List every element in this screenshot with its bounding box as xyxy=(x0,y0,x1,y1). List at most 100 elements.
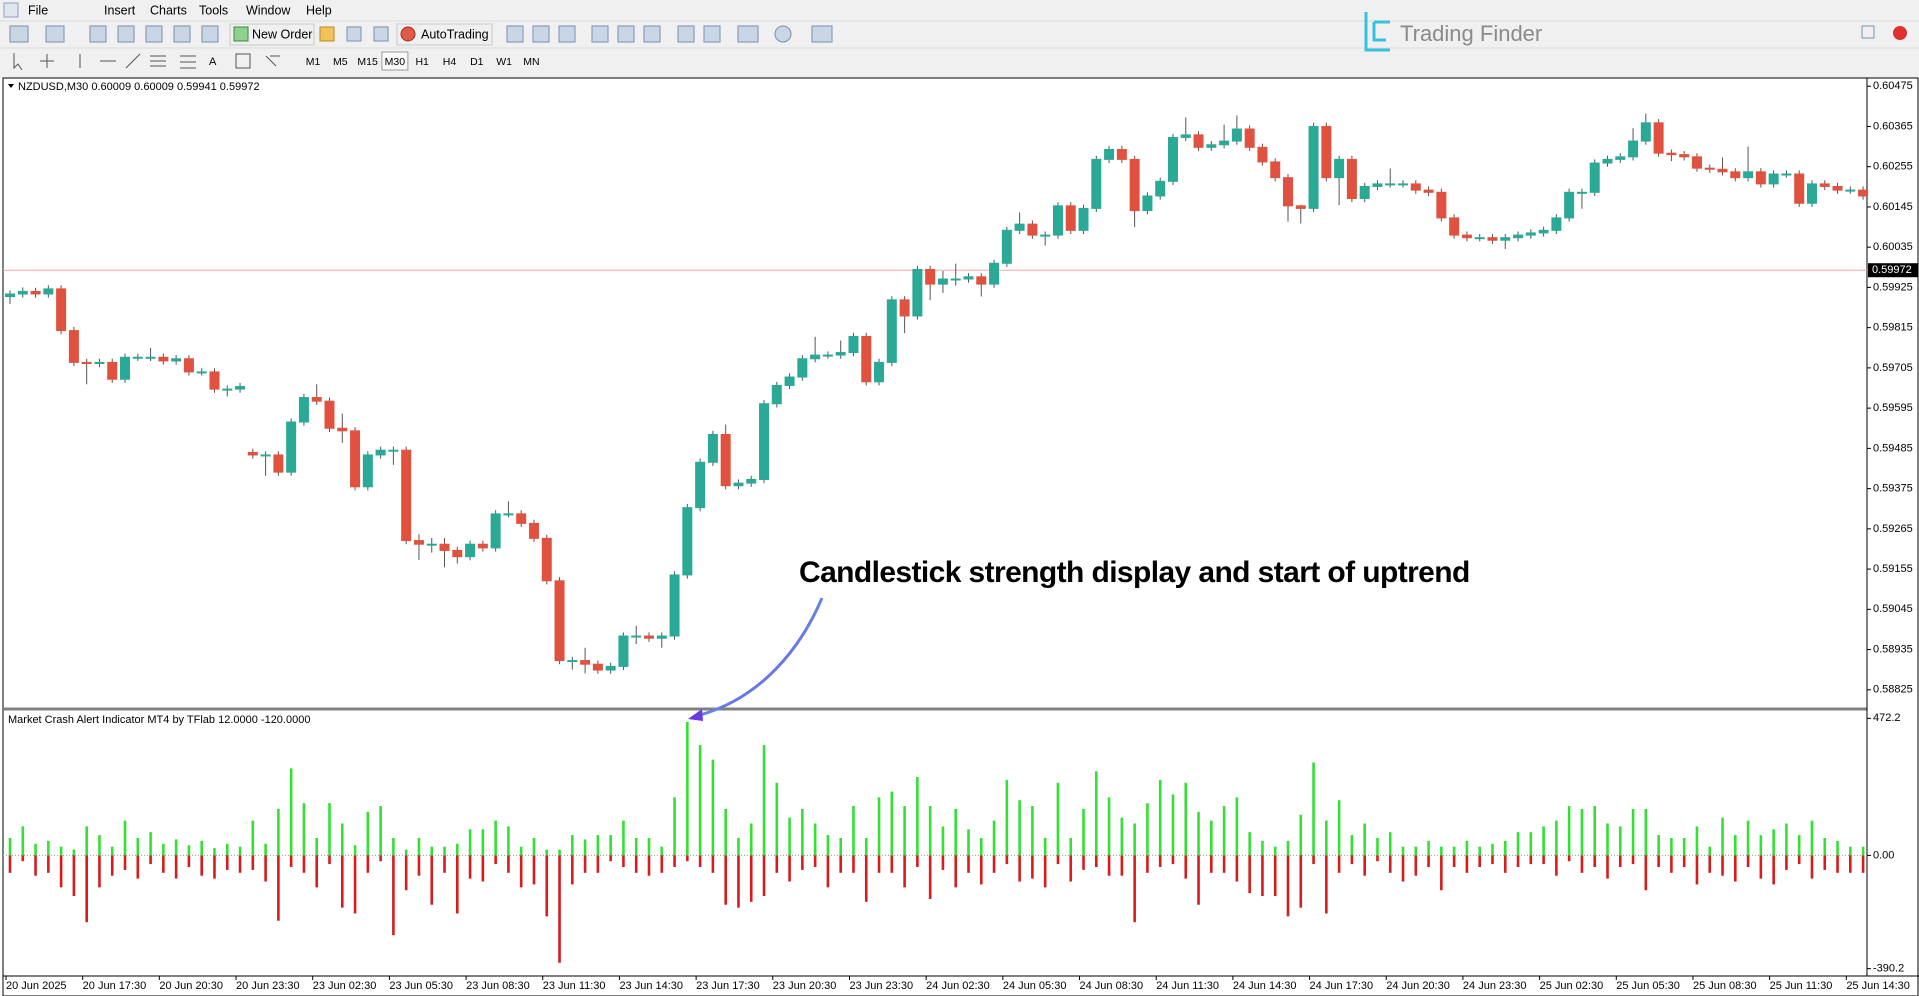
toolbar-icon[interactable] xyxy=(9,25,29,43)
histogram-bar xyxy=(162,855,165,873)
text-tool[interactable]: A xyxy=(209,56,217,68)
timeframe-button[interactable]: M30 xyxy=(385,56,406,68)
toolbar-icon[interactable] xyxy=(506,25,524,43)
menu-item[interactable]: Insert xyxy=(104,3,136,17)
toolbar-icon[interactable] xyxy=(591,25,609,43)
histogram-bar xyxy=(1363,855,1366,876)
menu-item[interactable]: Tools xyxy=(199,3,228,17)
toolbar-icon[interactable] xyxy=(89,25,107,43)
candle-body xyxy=(912,268,923,317)
app-icon xyxy=(3,2,19,18)
candle-body xyxy=(1845,189,1856,192)
autotrading-button[interactable]: AutoTrading xyxy=(421,27,489,41)
histogram-bar xyxy=(1721,817,1724,856)
histogram-bar xyxy=(801,808,804,856)
y-tick-label: 0.59925 xyxy=(1873,281,1913,293)
toolbar-icon[interactable] xyxy=(617,25,635,43)
candle-body xyxy=(1129,158,1140,212)
timeframe-button[interactable]: H4 xyxy=(443,56,457,68)
histogram-bar xyxy=(852,806,855,856)
histogram-bar xyxy=(392,855,395,936)
toolbar-icon[interactable] xyxy=(173,25,191,43)
toolbar-icon[interactable] xyxy=(180,55,196,69)
histogram-bar xyxy=(47,855,50,873)
toolbar-icon[interactable] xyxy=(201,25,219,43)
candle-body xyxy=(273,454,284,473)
toolbar-icon[interactable] xyxy=(400,26,416,42)
toolbar-icon[interactable] xyxy=(373,26,389,42)
timeframe-button[interactable]: M5 xyxy=(333,56,348,68)
histogram-bar xyxy=(903,806,906,856)
toolbar-icon[interactable] xyxy=(346,26,362,42)
toolbar-icon[interactable] xyxy=(811,25,833,43)
timeframe-button[interactable]: D1 xyxy=(470,56,484,68)
histogram-bar xyxy=(481,855,485,882)
histogram-bar xyxy=(916,777,919,856)
toolbar-icon[interactable] xyxy=(125,53,141,69)
histogram-bar xyxy=(1082,808,1085,856)
toolbar-icon[interactable] xyxy=(235,53,251,69)
toolbar-icon[interactable] xyxy=(117,25,135,43)
toolbar-icon[interactable] xyxy=(45,25,65,43)
timeframe-button[interactable]: M15 xyxy=(357,56,378,68)
candle-body xyxy=(822,354,833,357)
toolbar-icon[interactable] xyxy=(558,25,576,43)
histogram-bar xyxy=(749,855,753,902)
notification-badge[interactable] xyxy=(1893,26,1907,40)
x-tick-label: 23 Jun 08:30 xyxy=(466,980,530,992)
histogram-bar xyxy=(1465,840,1469,856)
candle-body xyxy=(669,574,680,637)
histogram-bar xyxy=(1095,771,1098,856)
candle-body xyxy=(1755,171,1766,185)
histogram-bar xyxy=(1861,855,1865,873)
histogram-bar xyxy=(1772,855,1775,885)
histogram-bar xyxy=(928,855,932,899)
histogram-bar xyxy=(686,855,689,862)
histogram-bar xyxy=(1005,855,1009,865)
toolbar-icon[interactable] xyxy=(643,25,661,43)
timeframe-button[interactable]: H1 xyxy=(415,56,429,68)
menu-item[interactable]: Window xyxy=(246,3,291,17)
histogram-bar xyxy=(366,811,370,856)
menu-item[interactable]: Charts xyxy=(150,3,187,17)
candle-body xyxy=(1372,183,1383,187)
toolbar-icon[interactable] xyxy=(233,26,249,42)
candle-body xyxy=(1027,223,1038,236)
candle-body xyxy=(656,635,667,639)
histogram-bar xyxy=(404,855,408,891)
candle-body xyxy=(183,358,194,373)
histogram-bar xyxy=(1555,820,1558,856)
candle-body xyxy=(1167,136,1178,182)
menu-item[interactable]: File xyxy=(28,3,48,17)
toolbar-icon[interactable] xyxy=(319,26,335,42)
toolbar-icon[interactable] xyxy=(737,25,759,43)
histogram-bar xyxy=(251,820,255,856)
timeframe-button[interactable]: W1 xyxy=(496,56,512,68)
toolbar-icon[interactable] xyxy=(774,25,792,43)
histogram-bar xyxy=(1810,855,1814,879)
histogram-bar xyxy=(1056,782,1060,856)
histogram-bar xyxy=(85,826,88,856)
toolbar-icon[interactable] xyxy=(150,55,166,67)
timeframe-button[interactable]: MN xyxy=(523,56,539,68)
toolbar-icon[interactable] xyxy=(40,54,54,68)
candle-body xyxy=(1206,144,1217,148)
toolbar-icon[interactable] xyxy=(532,25,550,43)
toolbar-icon[interactable] xyxy=(677,25,695,43)
timeframe-button[interactable]: M1 xyxy=(306,56,321,68)
histogram-bar xyxy=(1503,855,1507,873)
toolbar-icon[interactable] xyxy=(703,25,721,43)
histogram-bar xyxy=(1133,823,1136,856)
menu-item[interactable]: Help xyxy=(306,3,332,17)
toolbar-icon[interactable] xyxy=(13,53,23,71)
toolbar-icon[interactable] xyxy=(145,25,163,43)
histogram-bar xyxy=(98,855,101,888)
x-tick-label: 23 Jun 20:30 xyxy=(773,980,837,992)
histogram-bar xyxy=(1657,855,1660,868)
histogram-bar xyxy=(634,855,638,873)
histogram-bar xyxy=(596,855,600,873)
candle-body xyxy=(1001,229,1012,264)
toolbar-icon[interactable] xyxy=(265,55,280,67)
search-icon[interactable] xyxy=(1861,25,1875,39)
new-order-button[interactable]: New Order xyxy=(252,27,312,41)
